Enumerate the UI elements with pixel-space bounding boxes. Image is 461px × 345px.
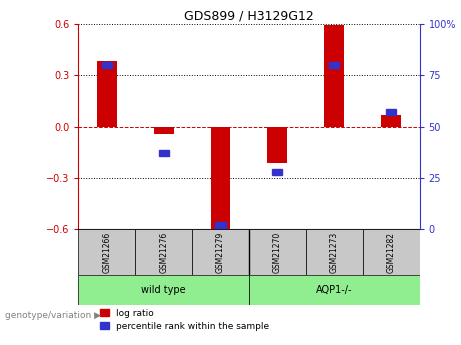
Text: GSM21270: GSM21270 [273,232,282,273]
Bar [159,150,169,156]
Text: AQP1-/-: AQP1-/- [316,285,353,295]
Bar [267,127,287,162]
Bar [97,61,117,127]
Bar [135,229,192,275]
Text: GSM21273: GSM21273 [330,232,339,273]
Bar [211,127,230,233]
Text: GSM21279: GSM21279 [216,232,225,273]
Bar [192,229,249,275]
Legend: log ratio, percentile rank within the sample: log ratio, percentile rank within the sa… [100,309,269,331]
Bar [215,222,225,228]
Bar [381,115,401,127]
Bar [249,275,420,305]
Bar [249,229,306,275]
Text: GSM21282: GSM21282 [387,232,396,273]
Text: GSM21266: GSM21266 [102,232,111,273]
Bar [329,62,339,68]
Bar [154,127,174,134]
Bar [78,275,249,305]
Bar [363,229,420,275]
Text: wild type: wild type [142,285,186,295]
Bar [78,229,135,275]
Bar [324,25,344,127]
Text: GSM21276: GSM21276 [159,232,168,273]
Bar [306,229,363,275]
Bar [272,169,283,175]
Title: GDS899 / H3129G12: GDS899 / H3129G12 [184,10,314,23]
Bar [102,62,112,68]
Bar [386,109,396,115]
Text: genotype/variation ▶: genotype/variation ▶ [5,311,100,320]
